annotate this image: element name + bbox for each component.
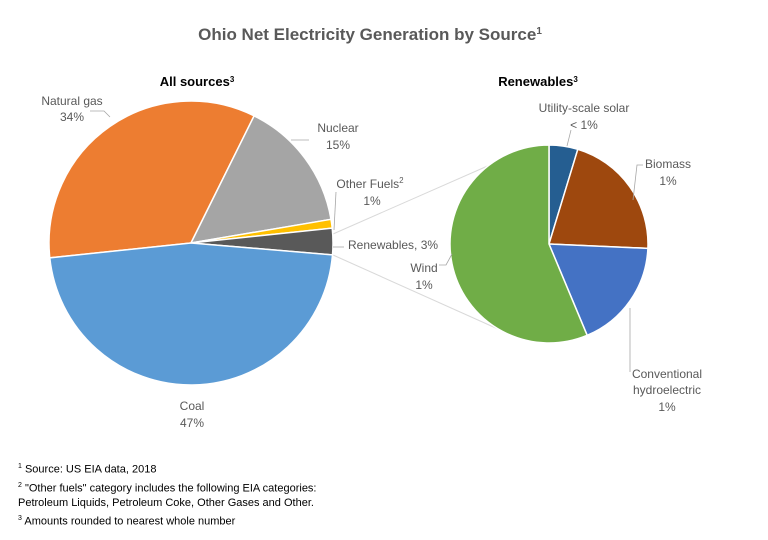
svg-text:1%: 1% — [363, 194, 381, 208]
main-pie-title: All sources3 — [160, 74, 235, 89]
main-slice-nuclear — [189, 114, 332, 244]
label-biomass: Biomass 1% — [645, 157, 691, 188]
connector-line-bottom — [332, 254, 499, 330]
svg-text:Coal: Coal — [180, 399, 205, 413]
label-coal: Coal 47% — [180, 399, 205, 430]
svg-text:Other Fuels2: Other Fuels2 — [336, 176, 404, 191]
main-pie — [48, 100, 334, 386]
secondary-pie-title: Renewables3 — [498, 74, 578, 89]
footnote: 1 Source: US EIA data, 2018 — [18, 463, 157, 476]
footnotes: 1 Source: US EIA data, 2018 2 "Other fue… — [18, 459, 317, 530]
svg-text:1%: 1% — [658, 400, 676, 414]
svg-text:Utility-scale solar: Utility-scale solar — [539, 101, 630, 115]
svg-text:47%: 47% — [180, 416, 204, 430]
svg-text:hydroelectric: hydroelectric — [633, 383, 701, 397]
label-solar: Utility-scale solar < 1% — [539, 101, 630, 132]
footnote: 3 Amounts rounded to nearest whole numbe… — [18, 515, 236, 528]
label-wind: Wind 1% — [410, 261, 437, 292]
svg-text:Natural gas: Natural gas — [41, 94, 102, 108]
svg-text:Biomass: Biomass — [645, 157, 691, 171]
chart-title: Ohio Net Electricity Generation by Sourc… — [198, 25, 542, 44]
svg-text:< 1%: < 1% — [570, 118, 598, 132]
label-natural-gas: Natural gas 34% — [41, 94, 102, 124]
footnote: 2 "Other fuels" category includes the fo… — [18, 481, 317, 495]
svg-text:1%: 1% — [415, 278, 433, 292]
label-other-fuels: Other Fuels2 1% — [336, 176, 404, 208]
renewables-slice-biomass — [548, 148, 649, 250]
secondary-pie — [449, 144, 649, 344]
connector-line-top — [332, 156, 509, 235]
svg-text:Wind: Wind — [410, 261, 437, 275]
svg-text:Conventional: Conventional — [632, 367, 702, 381]
renewables-slice-wind — [449, 144, 589, 344]
renewables-slice-conventional-hydroelectric — [547, 243, 649, 337]
svg-text:15%: 15% — [326, 138, 350, 152]
leader-lines — [90, 110, 643, 372]
label-renewables: Renewables, 3% — [348, 238, 438, 252]
footnote: Petroleum Liquids, Petroleum Coke, Other… — [18, 497, 314, 510]
label-hydro: Conventional hydroelectric 1% — [632, 367, 702, 414]
main-slice-coal — [48, 242, 334, 386]
svg-text:34%: 34% — [60, 110, 84, 124]
label-nuclear: Nuclear 15% — [317, 121, 358, 152]
svg-text:Nuclear: Nuclear — [317, 121, 358, 135]
svg-text:1%: 1% — [659, 174, 677, 188]
